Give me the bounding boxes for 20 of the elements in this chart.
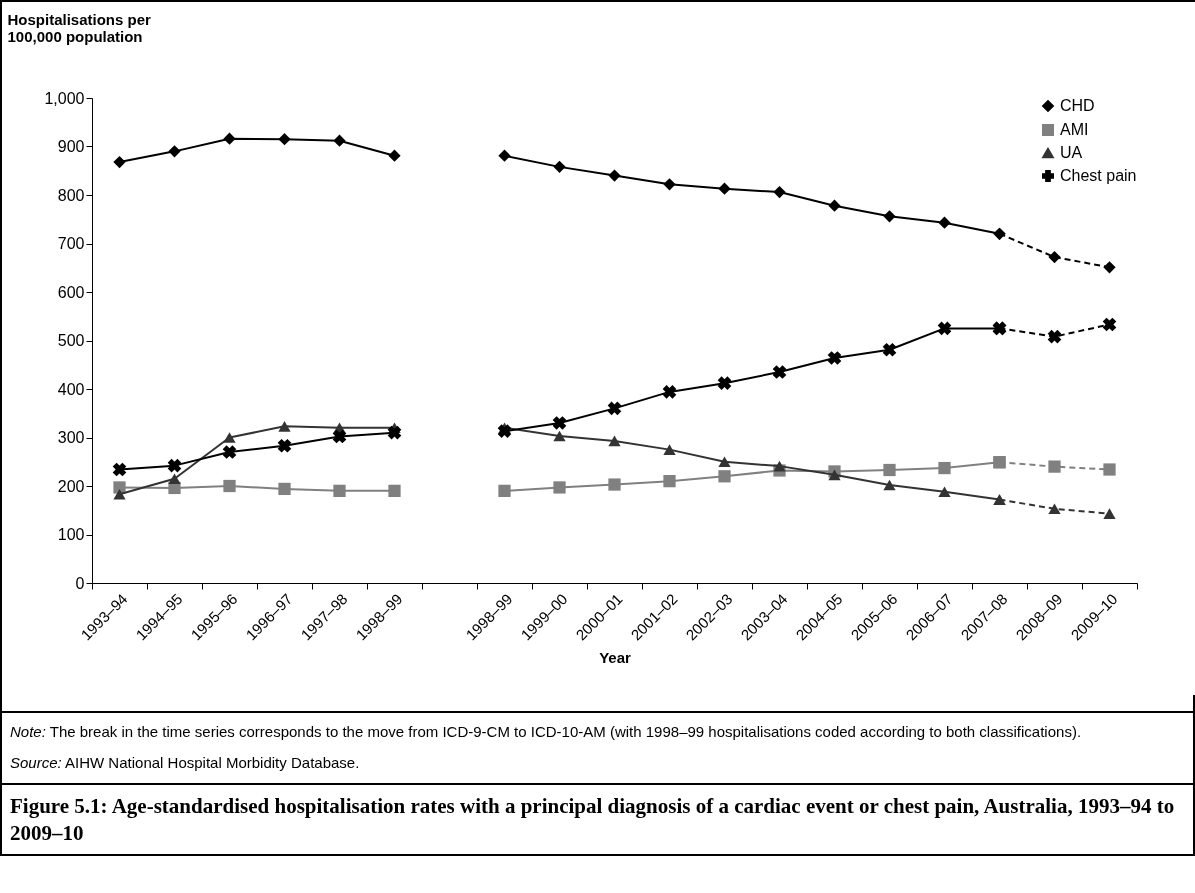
text: Figure 5.1: Age-standardised hospitalisation rates with a principal diagnosis of a cardiac event or chest pain, Australia, 1993–94 to 2009–10 — [9, 793, 1176, 848]
y-tick-label: 200 — [57, 477, 85, 495]
y-tick-label: 400 — [57, 380, 85, 398]
y-tick-label: 0 — [75, 574, 85, 592]
y-axis-title: Hospitalisations per 100,000 population — [7, 10, 152, 45]
y-tick-label: 800 — [57, 186, 85, 204]
y-tick-label: 900 — [57, 138, 85, 155]
y-tick-label: 500 — [57, 332, 85, 349]
y-tick-label: 300 — [57, 429, 85, 446]
x-axis-title: Year — [599, 649, 632, 667]
source-note: Source: AIHW National Hospital Morbidity Database. — [10, 753, 361, 773]
text: Note: The break in the time series corresponds to the move from ICD-9-CM to ICD-10-AM (with 1998–99 hospitalisations coded according to both classifications). — [10, 722, 1083, 742]
legend-label: Chest pain — [1060, 167, 1137, 184]
legend-label: CHD — [1060, 97, 1095, 114]
y-tick-label: 600 — [57, 283, 85, 301]
y-tick-label: 1,000 — [44, 89, 85, 107]
y-tick-label: 700 — [57, 235, 85, 252]
legend-label: AMI — [1060, 121, 1089, 138]
legend-label: UA — [1060, 144, 1083, 161]
y-tick-label: 100 — [57, 526, 85, 543]
